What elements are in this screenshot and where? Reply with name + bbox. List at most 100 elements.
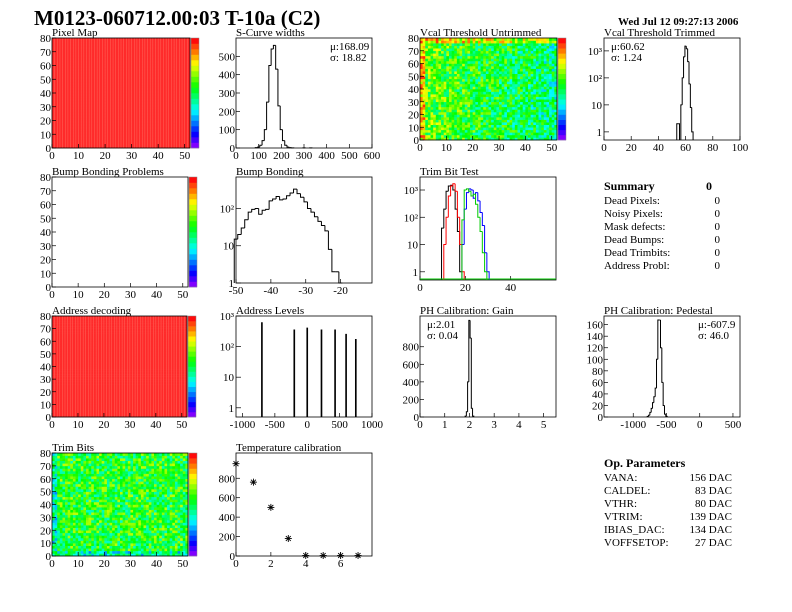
heatmap-cell (57, 328, 61, 332)
heatmap-cell (438, 45, 442, 49)
heatmap-cell (554, 55, 558, 59)
heatmap-cell (105, 93, 109, 97)
heatmap-cell (530, 45, 534, 49)
heatmap-cell (422, 55, 426, 59)
heatmap-cell (467, 63, 471, 67)
heatmap-cell (72, 394, 76, 398)
heatmap-cell (54, 331, 58, 334)
heatmap-cell (107, 128, 111, 132)
heatmap-cell (59, 411, 63, 415)
heatmap-cell (86, 40, 90, 44)
heatmap-cell (541, 43, 545, 46)
heatmap-cell (105, 60, 109, 64)
heatmap-cell (549, 50, 553, 54)
heatmap-cell (459, 40, 463, 44)
heatmap-cell (168, 79, 172, 83)
heatmap-cell (78, 137, 82, 141)
colorbar-segment (191, 93, 199, 99)
heatmap-cell (535, 111, 539, 115)
heatmap-cell (59, 126, 63, 130)
heatmap-cell (530, 83, 534, 87)
heatmap-cell (136, 43, 140, 47)
heatmap-cell (105, 90, 109, 94)
heatmap-cell (509, 109, 513, 113)
heatmap-cell (73, 76, 77, 80)
heatmap-cell (530, 91, 534, 95)
heatmap-cell (501, 109, 505, 113)
heatmap-cell (163, 40, 167, 44)
heatmap-cell (475, 117, 479, 120)
heatmap-cell (554, 38, 558, 41)
heatmap-cell (467, 73, 471, 77)
heatmap-cell (155, 51, 159, 55)
heatmap-cell (86, 112, 90, 116)
heatmap-cell (509, 68, 513, 72)
heatmap-cell (488, 91, 492, 95)
heatmap-cell (451, 91, 455, 95)
heatmap-cell (430, 132, 434, 136)
heatmap-cell (139, 40, 143, 44)
heatmap-cell (176, 142, 180, 146)
heatmap-cell (94, 95, 98, 99)
heatmap-cell (451, 109, 455, 113)
heatmap-cell (427, 124, 431, 128)
heatmap-cell (441, 81, 445, 85)
heatmap-cell (70, 40, 74, 44)
heatmap-cell (83, 49, 87, 53)
heatmap-cell (517, 96, 521, 100)
heatmap-cell (441, 83, 445, 87)
heatmap-cell (147, 65, 151, 69)
heatmap-cell (451, 129, 455, 133)
heatmap-cell (430, 83, 434, 87)
heatmap-cell (64, 328, 68, 332)
heatmap-cell (150, 73, 154, 77)
heatmap-cell (118, 62, 122, 66)
heatmap-cell (543, 109, 547, 113)
heatmap-cell (530, 119, 534, 123)
heatmap-cell (52, 71, 55, 75)
heatmap-cell (83, 93, 87, 97)
heatmap-cell (446, 43, 450, 46)
heatmap-cell (506, 109, 510, 113)
heatmap-cell (477, 38, 481, 41)
heatmap-cell (113, 60, 116, 64)
heatmap-cell (509, 63, 513, 67)
heatmap-cell (182, 134, 185, 138)
heatmap-cell (443, 48, 447, 52)
heatmap-cell (121, 49, 124, 53)
heatmap-cell (543, 53, 547, 57)
colorbar-segment (191, 142, 199, 149)
y-tick-label: 70 (40, 47, 52, 59)
heatmap-cell (86, 71, 90, 75)
heatmap-cell (504, 119, 508, 123)
heatmap-cell (168, 93, 172, 97)
heatmap-cell (113, 76, 116, 80)
heatmap-cell (166, 93, 170, 97)
heatmap-cell (512, 40, 516, 44)
heatmap-cell (501, 81, 505, 85)
heatmap-cell (147, 51, 151, 55)
heatmap-cell (62, 386, 66, 390)
heatmap-cell (121, 117, 124, 121)
heatmap-cell (52, 363, 55, 367)
heatmap-cell (59, 341, 63, 345)
heatmap-cell (530, 114, 534, 118)
heatmap-cell (115, 43, 119, 47)
heatmap-cell (514, 58, 518, 62)
heatmap-cell (485, 132, 489, 136)
heatmap-cell (496, 117, 500, 120)
heatmap-cell (94, 49, 98, 53)
heatmap-cell (91, 90, 95, 94)
heatmap-cell (496, 50, 500, 54)
heatmap-cell (448, 45, 452, 49)
heatmap-cell (433, 58, 437, 62)
colorbar-segment (558, 43, 566, 49)
heatmap-cell (72, 331, 76, 334)
heatmap-cell (433, 91, 437, 95)
heatmap-cell (121, 73, 124, 77)
heatmap-cell (126, 87, 130, 91)
heatmap-cell (144, 112, 148, 116)
heatmap-cell (441, 60, 445, 64)
heatmap-cell (57, 371, 61, 375)
heatmap-cell (72, 366, 76, 370)
